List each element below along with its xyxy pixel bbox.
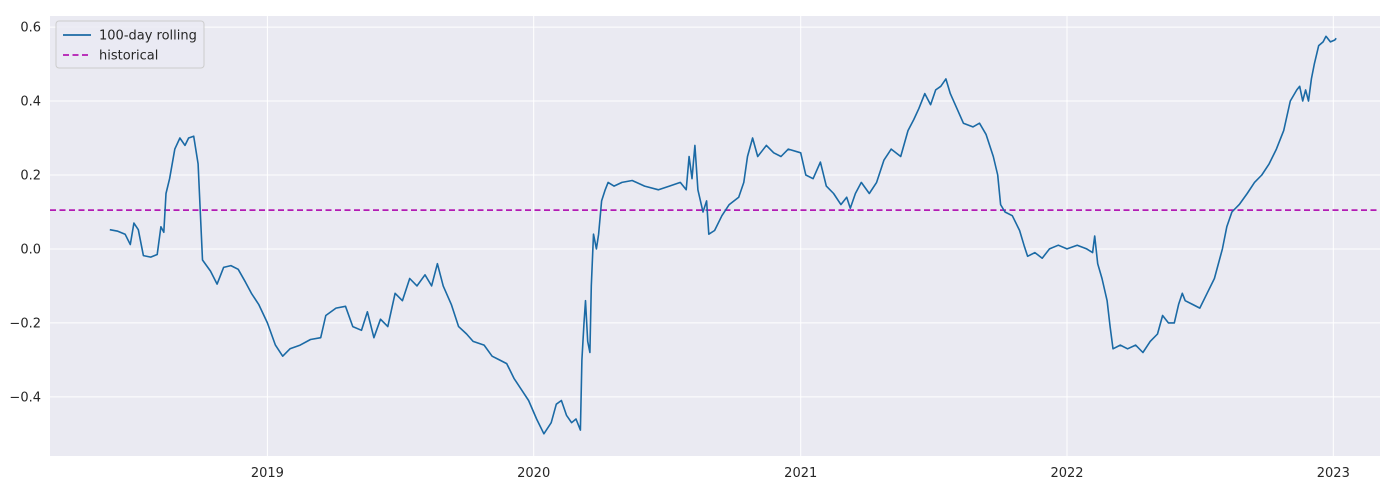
x-tick-label: 2020 — [517, 466, 550, 481]
y-tick-label: 0.2 — [20, 168, 41, 183]
x-tick-labels: 2019 2020 2021 2022 2023 — [251, 466, 1350, 481]
y-gridlines — [50, 26, 1380, 398]
y-tick-label: −0.4 — [9, 390, 41, 405]
y-tick-labels: −0.4 −0.2 0.0 0.2 0.4 0.6 — [9, 21, 41, 406]
plot-background — [50, 16, 1380, 456]
x-tick-label: 2023 — [1317, 466, 1350, 481]
x-tick-label: 2022 — [1050, 466, 1083, 481]
y-tick-label: 0.6 — [20, 21, 41, 36]
x-tick-label: 2019 — [251, 466, 284, 481]
legend-box — [55, 20, 205, 69]
y-tick-label: 0.4 — [20, 95, 41, 110]
series-layer — [50, 35, 1380, 435]
x-gridlines — [266, 16, 1334, 456]
legend-label-historical: historical — [99, 49, 158, 64]
x-tick-label: 2021 — [784, 466, 817, 481]
y-tick-label: 0.0 — [20, 242, 41, 257]
legend-label-rolling: 100-day rolling — [99, 29, 197, 44]
legend: 100-day rolling historical — [55, 20, 205, 69]
rolling-series-line — [109, 35, 1337, 435]
y-tick-label: −0.2 — [9, 316, 41, 331]
